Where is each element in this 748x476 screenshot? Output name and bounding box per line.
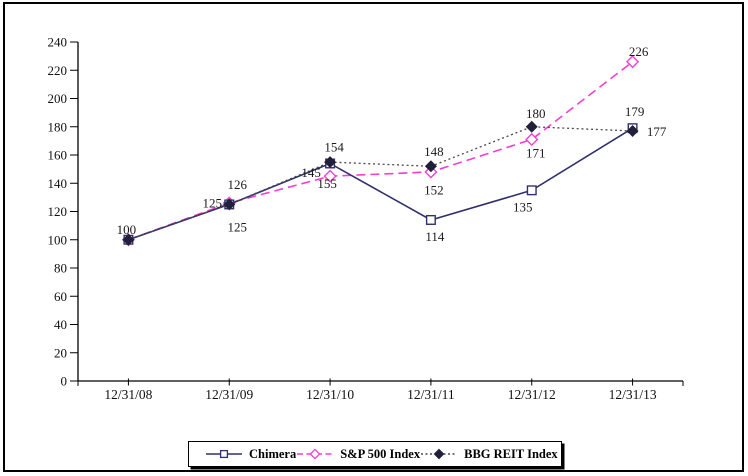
data-label: 154: [324, 139, 344, 154]
legend-label-bbg-reit: BBG REIT Index: [464, 446, 558, 461]
data-label: 179: [625, 104, 645, 119]
s-p-500-index-marker: [323, 169, 337, 183]
s-p-500-index-marker: [525, 132, 539, 147]
y-axis-tick-label: 120: [48, 204, 68, 219]
chart-outer-border: [3, 2, 744, 472]
data-label: 155: [317, 176, 337, 191]
bbg-reit-index-line: [128, 126, 633, 241]
s-p-500-index-marker: [625, 55, 640, 69]
y-axis-tick-label: 240: [48, 35, 68, 50]
data-label: 125: [203, 195, 223, 210]
bbg-reit-index-marker: [223, 198, 236, 211]
chimera-marker: [526, 185, 537, 196]
bbg-reit-index-marker: [525, 120, 538, 133]
y-axis-tick-label: 180: [48, 119, 68, 134]
data-label: 148: [424, 144, 444, 159]
bbg-reit-line-sample-icon: [421, 448, 458, 460]
legend-label-sp500: S&P 500 Index: [340, 446, 421, 461]
bbg-reit-index-marker: [122, 233, 135, 246]
y-axis-tick-label: 200: [48, 91, 68, 106]
bbg-reit-index-marker: [626, 124, 639, 137]
y-axis-tick-label: 140: [48, 176, 68, 191]
data-label: 126: [228, 177, 248, 192]
bbg-reit-index-sample-marker: [433, 448, 445, 460]
data-label: 171: [526, 145, 546, 160]
chimera-marker: [425, 214, 436, 225]
data-label: 152: [424, 182, 444, 197]
legend-item-sp500: S&P 500 Index: [296, 447, 420, 462]
sp500-line-sample-icon: [297, 448, 334, 460]
legend-label-chimera: Chimera: [249, 446, 297, 461]
data-label: 145: [301, 165, 321, 180]
bbg-reit-index-marker: [424, 160, 437, 173]
chimera-line-sample-icon: [206, 449, 242, 459]
y-axis-tick-label: 220: [48, 63, 68, 78]
x-axis-tick-label: 12/31/13: [609, 387, 657, 402]
y-axis-tick-label: 60: [54, 289, 67, 304]
legend-item-chimera: Chimera: [205, 447, 296, 462]
s-p-500-index-line: [128, 61, 634, 241]
data-label: 135: [513, 199, 533, 214]
bbg-reit-index-marker: [324, 156, 337, 169]
x-axis-tick-label: 12/31/09: [205, 387, 253, 402]
x-axis-tick-label: 12/31/12: [508, 387, 556, 402]
y-axis-tick-label: 100: [48, 232, 68, 247]
y-axis-tick-label: 20: [54, 345, 67, 360]
x-axis-tick-label: 12/31/10: [306, 387, 354, 402]
data-label: 100: [117, 222, 137, 237]
data-label: 226: [629, 44, 649, 59]
data-label: 180: [526, 106, 546, 121]
x-axis-tick-label: 12/31/11: [407, 387, 455, 402]
chimera-sample-marker: [219, 449, 229, 459]
x-axis-tick-label: 12/31/08: [104, 387, 152, 402]
data-label: 114: [425, 229, 445, 244]
y-axis-tick-label: 160: [48, 148, 68, 163]
chart-legend: Chimera S&P 500 Index BBG REIT Index: [188, 441, 562, 467]
data-label: 125: [228, 219, 248, 234]
legend-item-bbg-reit: BBG REIT Index: [420, 447, 558, 462]
data-label: 177: [647, 124, 667, 139]
chimera-line: [128, 127, 634, 241]
y-axis-tick-label: 40: [54, 317, 67, 332]
y-axis-tick-label: 0: [61, 374, 68, 389]
s-p-500-index-sample-marker: [309, 448, 321, 460]
y-axis-tick-label: 80: [54, 261, 67, 276]
